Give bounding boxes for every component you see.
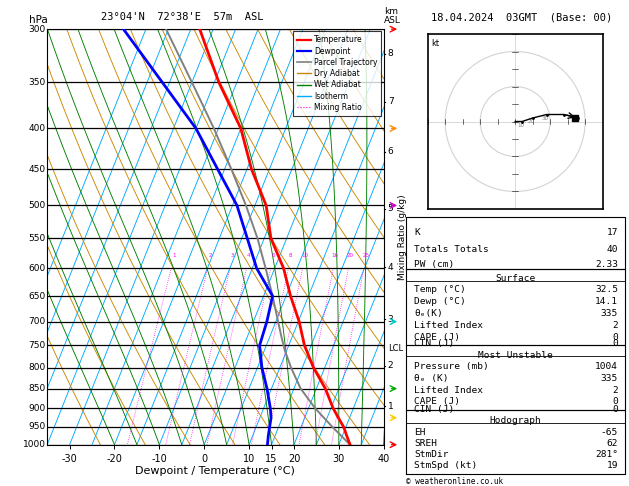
Text: 950: 950 bbox=[28, 422, 45, 432]
Text: 1: 1 bbox=[172, 254, 175, 259]
Text: 7: 7 bbox=[387, 97, 394, 106]
Text: 20: 20 bbox=[527, 119, 535, 124]
X-axis label: Dewpoint / Temperature (°C): Dewpoint / Temperature (°C) bbox=[135, 467, 296, 476]
Text: 1000: 1000 bbox=[23, 440, 45, 449]
Text: 20: 20 bbox=[347, 254, 354, 259]
Text: Pressure (mb): Pressure (mb) bbox=[415, 362, 489, 371]
Text: 350: 350 bbox=[28, 78, 45, 87]
Text: 2: 2 bbox=[612, 386, 618, 395]
Legend: Temperature, Dewpoint, Parcel Trajectory, Dry Adiabat, Wet Adiabat, Isotherm, Mi: Temperature, Dewpoint, Parcel Trajectory… bbox=[294, 32, 381, 116]
Text: 650: 650 bbox=[28, 292, 45, 300]
Text: 400: 400 bbox=[28, 124, 45, 133]
Text: 3: 3 bbox=[387, 314, 394, 324]
Text: 32.5: 32.5 bbox=[595, 285, 618, 294]
Text: 2: 2 bbox=[387, 361, 393, 370]
Text: θₑ (K): θₑ (K) bbox=[415, 374, 449, 383]
Text: 6: 6 bbox=[271, 254, 275, 259]
Text: 300: 300 bbox=[28, 25, 45, 34]
Text: StmDir: StmDir bbox=[415, 450, 449, 459]
Text: LCL: LCL bbox=[388, 344, 403, 353]
Text: © weatheronline.co.uk: © weatheronline.co.uk bbox=[406, 477, 503, 486]
Text: -65: -65 bbox=[601, 428, 618, 436]
Text: CIN (J): CIN (J) bbox=[415, 339, 455, 348]
Text: CAPE (J): CAPE (J) bbox=[415, 332, 460, 342]
Text: StmSpd (kt): StmSpd (kt) bbox=[415, 461, 477, 470]
Text: 750: 750 bbox=[28, 341, 45, 350]
Text: 335: 335 bbox=[601, 374, 618, 383]
Text: θₑ(K): θₑ(K) bbox=[415, 309, 443, 318]
Text: 4: 4 bbox=[247, 254, 250, 259]
Text: 10: 10 bbox=[517, 123, 524, 128]
Text: 0: 0 bbox=[612, 339, 618, 348]
Text: K: K bbox=[415, 228, 420, 237]
Text: Hodograph: Hodograph bbox=[489, 416, 541, 425]
Text: Totals Totals: Totals Totals bbox=[415, 244, 489, 254]
Text: 10: 10 bbox=[301, 254, 308, 259]
Text: 19: 19 bbox=[606, 461, 618, 470]
Text: 62: 62 bbox=[606, 438, 618, 448]
Text: 14.1: 14.1 bbox=[595, 297, 618, 306]
Text: 5: 5 bbox=[387, 205, 394, 213]
Text: Lifted Index: Lifted Index bbox=[415, 321, 484, 330]
Text: Mixing Ratio (g/kg): Mixing Ratio (g/kg) bbox=[398, 194, 407, 280]
Text: 850: 850 bbox=[28, 384, 45, 393]
Text: 500: 500 bbox=[28, 201, 45, 210]
Text: 6: 6 bbox=[387, 147, 394, 156]
Text: 450: 450 bbox=[28, 165, 45, 174]
Text: 700: 700 bbox=[28, 317, 45, 326]
Text: 0: 0 bbox=[612, 332, 618, 342]
Text: km
ASL: km ASL bbox=[384, 7, 401, 25]
Text: 2.33: 2.33 bbox=[595, 260, 618, 269]
Text: Dewp (°C): Dewp (°C) bbox=[415, 297, 466, 306]
Text: 4: 4 bbox=[387, 263, 393, 272]
Text: 335: 335 bbox=[601, 309, 618, 318]
Text: 40: 40 bbox=[606, 244, 618, 254]
Text: 17: 17 bbox=[606, 228, 618, 237]
Text: Most Unstable: Most Unstable bbox=[478, 351, 552, 360]
Text: 1004: 1004 bbox=[595, 362, 618, 371]
Text: CAPE (J): CAPE (J) bbox=[415, 398, 460, 406]
Text: 16: 16 bbox=[332, 254, 339, 259]
Text: 900: 900 bbox=[28, 404, 45, 413]
Text: kt: kt bbox=[431, 39, 439, 48]
Text: Lifted Index: Lifted Index bbox=[415, 386, 484, 395]
Text: EH: EH bbox=[415, 428, 426, 436]
Text: 8: 8 bbox=[289, 254, 292, 259]
Text: 1: 1 bbox=[387, 402, 394, 411]
Text: 3: 3 bbox=[231, 254, 234, 259]
Text: 8: 8 bbox=[387, 49, 394, 58]
Text: 550: 550 bbox=[28, 234, 45, 243]
Text: 2: 2 bbox=[612, 321, 618, 330]
Text: Temp (°C): Temp (°C) bbox=[415, 285, 466, 294]
Text: 281°: 281° bbox=[595, 450, 618, 459]
Text: CIN (J): CIN (J) bbox=[415, 405, 455, 414]
Text: 0: 0 bbox=[612, 398, 618, 406]
Text: hPa: hPa bbox=[29, 15, 47, 25]
Text: 600: 600 bbox=[28, 264, 45, 273]
Text: 30: 30 bbox=[542, 116, 548, 121]
Text: 2: 2 bbox=[208, 254, 212, 259]
Text: 25: 25 bbox=[362, 254, 369, 259]
Text: 23°04'N  72°38'E  57m  ASL: 23°04'N 72°38'E 57m ASL bbox=[101, 12, 263, 22]
Text: 800: 800 bbox=[28, 363, 45, 372]
Text: PW (cm): PW (cm) bbox=[415, 260, 455, 269]
Text: Surface: Surface bbox=[495, 274, 535, 283]
Text: 18.04.2024  03GMT  (Base: 00): 18.04.2024 03GMT (Base: 00) bbox=[431, 12, 613, 22]
Text: 0: 0 bbox=[612, 405, 618, 414]
Text: SREH: SREH bbox=[415, 438, 437, 448]
